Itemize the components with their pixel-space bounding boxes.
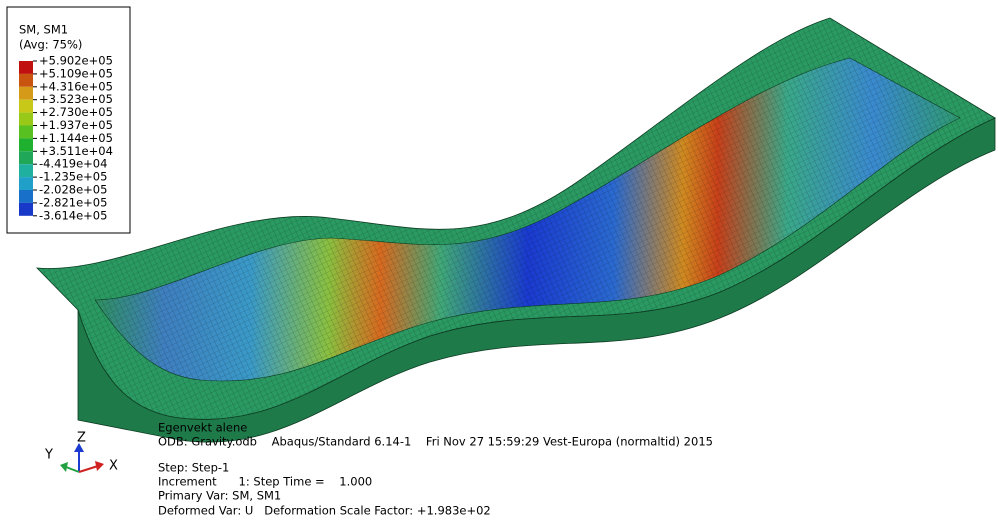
legend-swatch [19,61,33,74]
x-label: X [109,459,118,474]
primary-var-line: Primary Var: SM, SM1 [158,489,281,503]
step-line: Step: Step-1 [158,461,229,475]
legend-swatch [19,87,33,100]
legend-label: +4.316e+05 [39,79,113,93]
description: Egenvekt alene [158,421,247,435]
legend-label: -4.419e+04 [39,157,107,171]
x-arrow [95,461,104,471]
legend-label: -3.614e+05 [39,208,107,222]
legend-swatch [19,74,33,87]
y-label: Y [44,448,53,463]
legend-label: +1.144e+05 [39,131,113,145]
triad: Y Z X [44,431,118,474]
legend-swatch [19,177,33,190]
legend-label: +1.937e+05 [39,118,113,132]
legend-label: -2.028e+05 [39,183,107,197]
legend-label: +3.511e+04 [39,144,113,158]
legend-swatch [19,151,33,164]
info-text: Egenvekt alene ODB: Gravity.odb Abaqus/S… [158,421,713,518]
legend-swatch [19,126,33,139]
legend-label: +5.109e+05 [39,66,113,80]
legend-subtitle: (Avg: 75%) [19,38,82,52]
legend-label: -1.235e+05 [39,170,107,184]
legend-title: SM, SM1 [19,23,68,37]
legend-swatch [19,138,33,151]
legend-swatch [19,113,33,126]
odb-line: ODB: Gravity.odb Abaqus/Standard 6.14-1 … [158,435,713,449]
increment-line: Increment 1: Step Time = 1.000 [158,475,372,489]
x-axis [79,466,98,472]
legend-label: +5.902e+05 [39,54,113,68]
legend: SM, SM1 (Avg: 75%) +5.902e+05+5.109e+05+… [7,7,130,233]
legend-label: -2.821e+05 [39,195,107,209]
legend-swatch [19,100,33,113]
model [37,18,995,442]
legend-label: +3.523e+05 [39,92,113,106]
legend-swatch [19,203,33,216]
z-label: Z [77,431,86,446]
viewport: {"legend": {"title": "SM, SM1", "subtitl… [0,0,998,522]
y-axis [66,467,79,472]
legend-swatch [19,190,33,203]
legend-swatch [19,164,33,177]
legend-label: +2.730e+05 [39,105,113,119]
deformed-var-line: Deformed Var: U Deformation Scale Factor… [158,504,491,518]
y-arrow [60,462,68,472]
scene: SM, SM1 (Avg: 75%) +5.902e+05+5.109e+05+… [0,0,998,522]
